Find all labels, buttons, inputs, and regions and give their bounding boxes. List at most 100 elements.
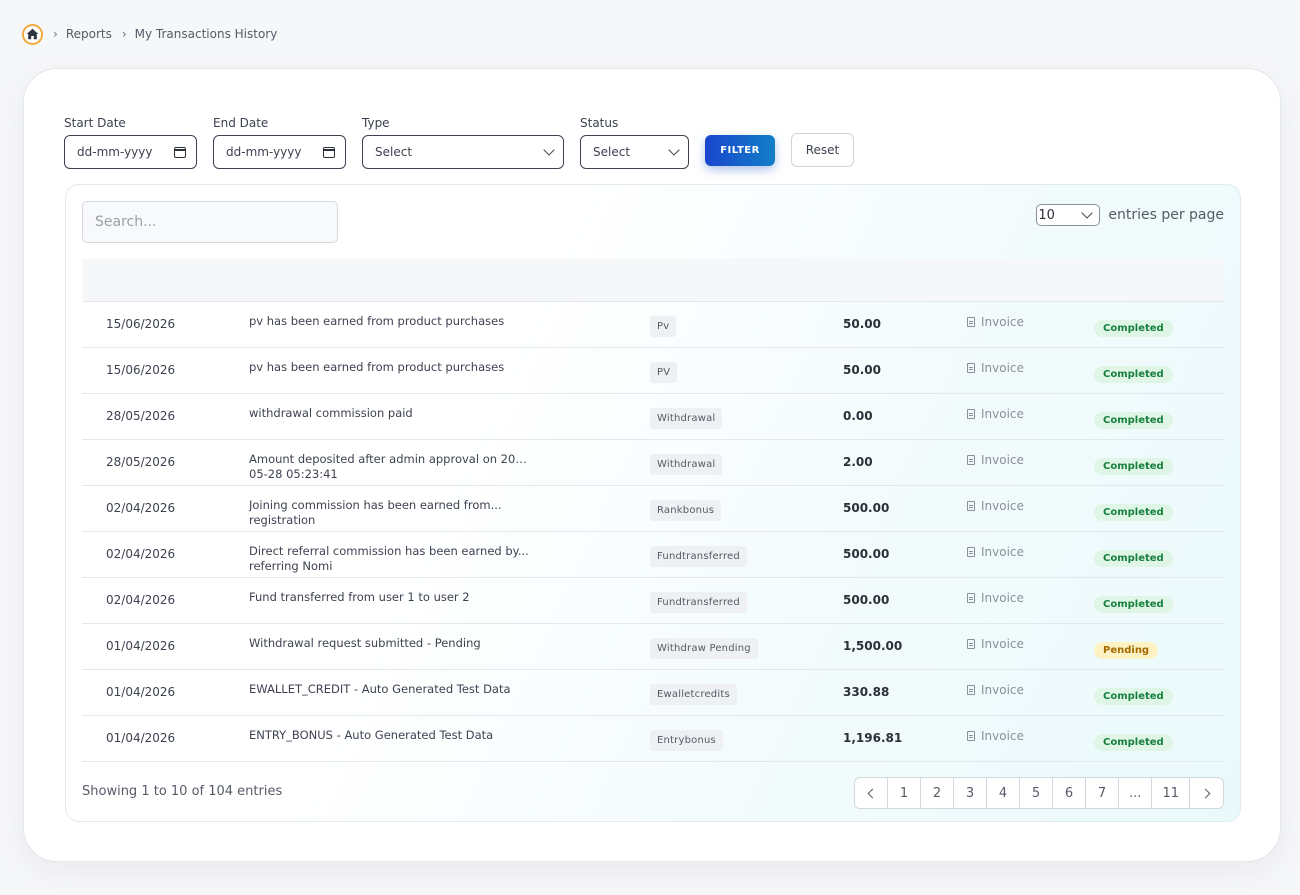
page-button-2[interactable]: 2 [921,778,955,808]
row-description-line1: Fund transferred from user 1 to user 2 [249,590,470,604]
invoice-link[interactable]: Invoice [967,683,1024,697]
row-description: pv has been earned from product purchase… [249,314,534,343]
breadcrumb-current: My Transactions History [134,27,278,41]
invoice-link[interactable]: Invoice [967,637,1024,651]
page-button-5[interactable]: 5 [1020,778,1054,808]
row-description-line2 [249,743,534,757]
invoice-link[interactable]: Invoice [967,453,1024,467]
type-badge: Fundtransferred [650,592,747,613]
invoice-label: Invoice [981,591,1024,605]
row-status: Completed [1094,408,1173,429]
row-date: 01/04/2026 [106,731,176,745]
type-label: Type [362,116,390,130]
row-status: Completed [1094,362,1173,383]
chevron-down-icon [1081,207,1094,219]
entries-select-value: 10 [1038,207,1055,223]
row-amount: 500.00 [843,547,890,561]
type-select[interactable]: Select [362,135,564,169]
filter-button[interactable]: FILTER [705,135,775,166]
calendar-icon[interactable] [323,146,335,158]
invoice-link[interactable]: Invoice [967,591,1024,605]
pagination: 1 2 3 4 5 6 7... 11 [854,777,1224,809]
status-badge: Pending [1094,642,1159,659]
calendar-icon[interactable] [174,146,186,158]
invoice-link[interactable]: Invoice [967,407,1024,421]
end-date-input[interactable]: dd-mm-yyyy [213,135,346,169]
row-status: Completed [1094,546,1173,567]
row-status: Completed [1094,500,1173,521]
table-row: 01/04/2026 Withdrawal request submitted … [82,624,1224,670]
invoice-link[interactable]: Invoice [967,729,1024,743]
page-button-1[interactable]: 1 [888,778,922,808]
table-body: 15/06/2026 pv has been earned from produ… [82,302,1224,762]
row-amount: 50.00 [843,363,881,377]
entries-select[interactable]: 10 [1036,204,1101,226]
reset-button[interactable]: Reset [791,133,854,167]
invoice-label: Invoice [981,637,1024,651]
invoice-link[interactable]: Invoice [967,499,1024,513]
search-input[interactable] [82,201,338,243]
invoice-label: Invoice [981,361,1024,375]
status-select[interactable]: Select [580,135,689,169]
row-date: 02/04/2026 [106,593,176,607]
row-status: Completed [1094,684,1173,705]
table-row: 01/04/2026 ENTRY_BONUS - Auto Generated … [82,716,1224,762]
row-status: Completed [1094,454,1173,475]
row-date: 28/05/2026 [106,455,176,469]
type-badge: Entrybonus [650,730,723,751]
row-type: Entrybonus [650,728,723,751]
invoice-link[interactable]: Invoice [967,545,1024,559]
row-description: Direct referral commission has been earn… [249,544,534,573]
document-icon [967,317,975,327]
invoice-label: Invoice [981,315,1024,329]
row-date: 02/04/2026 [106,547,176,561]
type-badge: Fundtransferred [650,546,747,567]
row-description-line2 [249,375,534,389]
status-badge: Completed [1094,458,1173,475]
row-type: Withdraw Pending [650,636,758,659]
row-description-line2 [249,329,534,343]
start-date-label: Start Date [64,116,126,130]
row-date: 02/04/2026 [106,501,176,515]
start-date-input[interactable]: dd-mm-yyyy [64,135,197,169]
invoice-link[interactable]: Invoice [967,315,1024,329]
row-status: Completed [1094,730,1173,751]
row-amount: 1,500.00 [843,639,903,653]
page-button-4[interactable]: 4 [987,778,1021,808]
status-badge: Completed [1094,688,1173,705]
page-button-11[interactable]: 11 [1152,778,1190,808]
page-ellipsis: ... [1119,778,1153,808]
prev-page-button[interactable] [855,778,889,808]
row-type: Rankbonus [650,498,722,521]
invoice-label: Invoice [981,683,1024,697]
type-badge: Pv [650,316,677,337]
row-type: Pv [650,314,677,337]
status-badge: Completed [1094,596,1173,613]
page-button-6[interactable]: 6 [1053,778,1087,808]
status-badge: Completed [1094,412,1173,429]
chevron-down-icon [543,144,555,156]
table-row: 15/06/2026 pv has been earned from produ… [82,302,1224,348]
invoice-label: Invoice [981,407,1024,421]
row-type: Fundtransferred [650,590,747,613]
row-description: withdrawal commission paid [249,406,534,435]
page-button-7[interactable]: 7 [1086,778,1120,808]
next-page-button[interactable] [1190,778,1223,808]
status-badge: Completed [1094,734,1173,751]
invoice-link[interactable]: Invoice [967,361,1024,375]
document-icon [967,593,975,603]
table-row: 01/04/2026 EWALLET_CREDIT - Auto Generat… [82,670,1224,716]
row-description-line1: Direct referral commission has been earn… [249,544,529,558]
entries-label: entries per page [1108,207,1224,223]
chevron-down-icon [668,144,680,156]
page-button-3[interactable]: 3 [954,778,988,808]
document-icon [967,501,975,511]
row-amount: 500.00 [843,593,890,607]
home-icon[interactable] [22,23,43,45]
transactions-card: Start Date dd-mm-yyyy End Date dd-mm-yyy… [23,68,1281,862]
breadcrumb-reports[interactable]: Reports [65,27,112,41]
document-icon [967,363,975,373]
row-description-line1: pv has been earned from product purchase… [249,314,505,328]
row-description-line1: Joining commission has been earned from.… [249,498,502,512]
row-description: pv has been earned from product purchase… [249,360,534,389]
